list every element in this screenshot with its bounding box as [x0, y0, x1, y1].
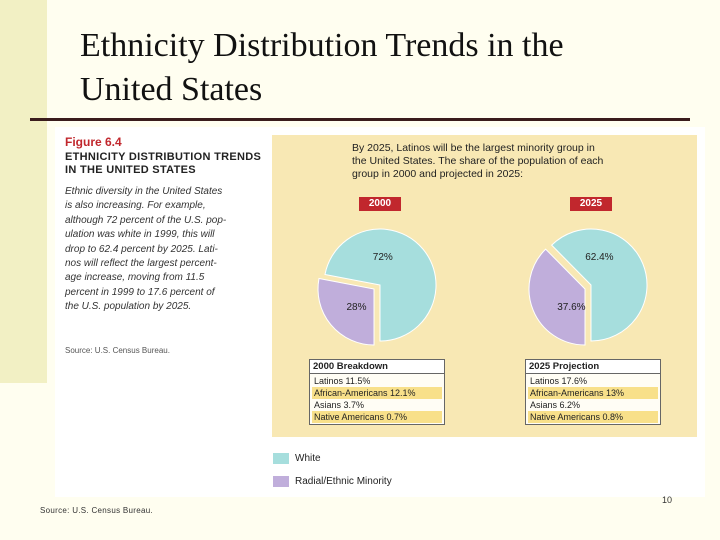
slide-title: Ethnicity Distribution Trends in the Uni… [80, 24, 680, 112]
caption-line: ulation was white in 1999, this will [65, 229, 215, 241]
breakdown-row: African-Americans 13% [528, 387, 658, 399]
caption-line: is also increasing. For example, [65, 200, 206, 212]
pie-slice-label: 72% [373, 252, 393, 263]
panel-text-line: group in 2000 and projected in 2025: [352, 168, 524, 180]
figure-heading: ETHNICITY DISTRIBUTION TRENDS IN THE UNI… [65, 151, 265, 177]
breakdown-row: African-Americans 12.1% [312, 387, 442, 399]
breakdown-row: Native Americans 0.7% [312, 411, 442, 423]
legend-swatch-minority [273, 476, 289, 487]
breakdown-row: Native Americans 0.8% [528, 411, 658, 423]
pie-slice-label: 28% [346, 302, 366, 313]
breakdown-row: Asians 6.2% [530, 400, 581, 410]
slide-title-line1: Ethnicity Distribution Trends in the [80, 27, 564, 64]
breakdown-row: Asians 3.7% [314, 400, 365, 410]
breakdown-row: Latinos 11.5% [314, 376, 371, 386]
figure-image: Figure 6.4 ETHNICITY DISTRIBUTION TRENDS… [55, 127, 705, 497]
pie-slice-label: 62.4% [585, 252, 613, 263]
caption-line: Ethnic diversity in the United States [65, 186, 223, 197]
panel-text-line: the United States. The share of the popu… [352, 155, 604, 167]
year-badge-2000: 2000 [359, 197, 401, 211]
pie-slice-minority [317, 277, 375, 346]
year-badge-2025: 2025 [570, 197, 612, 211]
breakdown-title: 2000 Breakdown [310, 360, 444, 374]
title-rule [30, 118, 690, 121]
breakdown-2025: 2025 Projection Latinos 17.6% African-Am… [525, 359, 661, 425]
legend-item-minority: Radial/Ethnic Minority [273, 476, 392, 487]
slide-source: Source: U.S. Census Bureau. [40, 506, 154, 515]
figure-heading-line1: ETHNICITY DISTRIBUTION TRENDS [65, 151, 262, 163]
panel-text: By 2025, Latinos will be the largest min… [352, 142, 652, 181]
panel-text-line: By 2025, Latinos will be the largest min… [352, 142, 595, 154]
slide-title-line2: United States [80, 71, 263, 108]
caption-line: the U.S. population by 2025. [65, 301, 192, 313]
pie-slice-minority [528, 248, 586, 346]
pie-slice-white [550, 228, 648, 342]
figure-source: Source: U.S. Census Bureau. [65, 346, 170, 355]
chart-panel: By 2025, Latinos will be the largest min… [272, 135, 697, 437]
page-number: 10 [662, 495, 673, 505]
caption-line: nos will reflect the largest percent- [65, 258, 217, 270]
figure-heading-line2: IN THE UNITED STATES [65, 164, 196, 176]
legend-swatch-white [273, 453, 289, 464]
caption-line: drop to 62.4 percent by 2025. Lati- [65, 243, 218, 255]
caption-line: age increase, moving from 11.5 [65, 272, 205, 284]
breakdown-title: 2025 Projection [526, 360, 660, 374]
caption-line: percent in 1999 to 17.6 percent of [65, 286, 215, 298]
legend-label: White [295, 453, 321, 465]
figure-label: Figure 6.4 [65, 135, 122, 149]
pie-charts: 28% 72% 37.6% 62.4% [317, 228, 648, 346]
legend-item-white: White [273, 453, 321, 464]
legend-label: Radial/Ethnic Minority [295, 476, 392, 488]
breakdown-2000: 2000 Breakdown Latinos 11.5% African-Ame… [309, 359, 445, 425]
pie-slice-label: 37.6% [557, 302, 585, 313]
breakdown-row: Latinos 17.6% [530, 376, 588, 386]
caption-line: although 72 percent of the U.S. pop- [65, 214, 227, 226]
pie-slice-white [324, 228, 437, 342]
figure-caption: Ethnic diversity in the United States is… [65, 185, 275, 315]
slide-accent-bar [0, 0, 47, 383]
